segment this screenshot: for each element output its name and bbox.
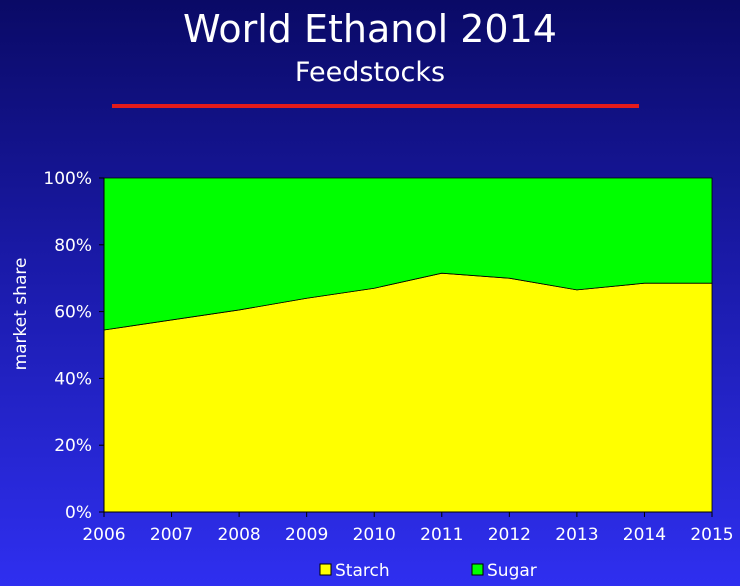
chart-title: World Ethanol 2014 xyxy=(183,7,557,51)
x-tick-label: 2006 xyxy=(82,525,125,545)
legend-swatch-starch xyxy=(319,563,332,576)
title-divider xyxy=(112,104,639,108)
area-sugar xyxy=(103,177,713,331)
legend-label-starch: Starch xyxy=(335,561,390,581)
x-tick-label: 2014 xyxy=(623,525,666,545)
y-tick-label: 0% xyxy=(65,503,92,523)
legend-swatch-sugar xyxy=(471,563,484,576)
x-tick-label: 2011 xyxy=(420,525,463,545)
y-axis-label: market share xyxy=(11,258,31,371)
y-tick-label: 60% xyxy=(54,303,92,323)
x-tick-label: 2015 xyxy=(690,525,733,545)
y-axis-ticks: 0% 20% 40% 60% 80% 100% xyxy=(43,169,104,523)
x-axis-ticks: 2006 2007 2008 2009 2010 2011 2012 2013 2014 2015 xyxy=(82,512,734,545)
y-tick-label: 100% xyxy=(43,169,92,189)
legend-label-sugar: Sugar xyxy=(487,561,537,581)
plot-areas xyxy=(103,177,713,513)
y-tick-label: 40% xyxy=(54,369,92,389)
x-tick-label: 2009 xyxy=(285,525,328,545)
x-tick-label: 2013 xyxy=(555,525,598,545)
legend: Starch Sugar xyxy=(319,561,537,581)
x-tick-label: 2010 xyxy=(353,525,396,545)
x-tick-label: 2007 xyxy=(150,525,193,545)
y-tick-label: 20% xyxy=(54,436,92,456)
axes xyxy=(103,178,712,513)
y-tick-label: 80% xyxy=(54,236,92,256)
x-tick-label: 2012 xyxy=(488,525,531,545)
x-tick-label: 2008 xyxy=(217,525,260,545)
chart-subtitle: Feedstocks xyxy=(294,57,446,88)
